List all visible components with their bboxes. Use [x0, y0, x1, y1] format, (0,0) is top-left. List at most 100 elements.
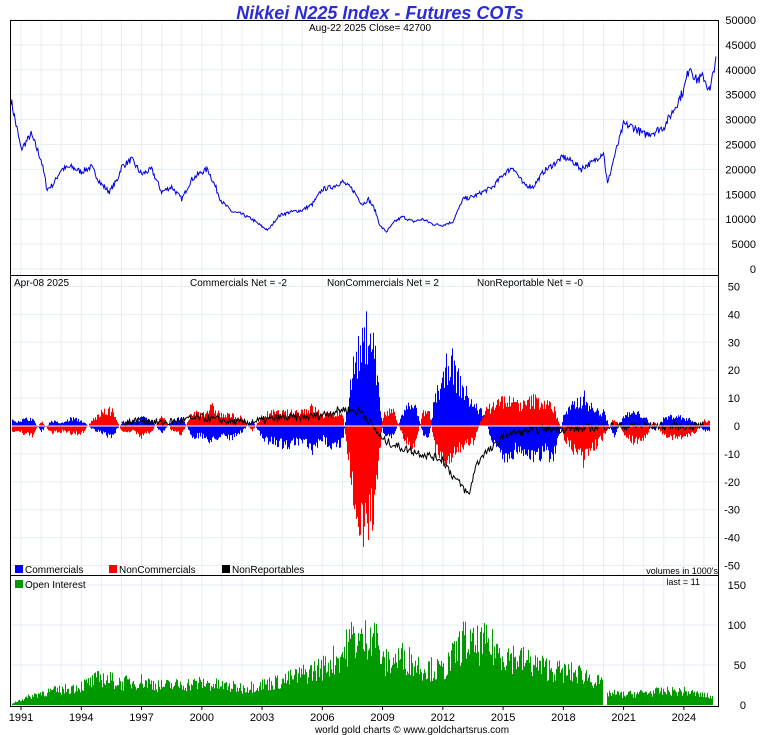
commercials-bar	[454, 360, 455, 426]
noncommercials-bar	[21, 426, 22, 431]
noncommercials-bar	[259, 421, 260, 426]
commercials-bar	[568, 407, 569, 426]
open-interest-bar	[640, 689, 641, 705]
open-interest-bar	[416, 672, 417, 705]
noncommercials-bar	[173, 426, 174, 432]
noncommercials-bar	[146, 426, 147, 434]
commercials-bar	[440, 388, 441, 426]
open-interest-bar	[254, 692, 255, 705]
noncommercials-bar	[81, 426, 82, 433]
open-interest-bar	[138, 687, 139, 705]
open-interest-bar	[704, 692, 705, 705]
commercials-bar	[597, 408, 598, 426]
open-interest-bar	[530, 656, 531, 705]
noncommercials-bar	[185, 426, 186, 428]
commercials-bar	[282, 426, 283, 450]
open-interest-bar	[607, 692, 608, 705]
commercials-bar	[391, 426, 392, 439]
open-interest-bar	[142, 683, 143, 705]
open-interest-bar	[561, 669, 562, 705]
noncommercials-bar	[181, 426, 182, 436]
open-interest-bar	[258, 691, 259, 705]
open-interest-bar	[306, 672, 307, 705]
open-interest-bar	[56, 691, 57, 705]
commercials-bar	[595, 412, 596, 426]
commercials-bar	[254, 424, 255, 426]
noncommercials-bar	[637, 426, 638, 445]
open-interest-bar	[94, 673, 95, 705]
open-interest-bar	[241, 690, 242, 705]
noncommercials-bar	[377, 426, 378, 480]
commercials-bar	[413, 408, 414, 426]
noncommercials-bar	[326, 412, 327, 426]
noncommercials-bar	[94, 419, 95, 426]
noncommercials-bar	[435, 426, 436, 458]
open-interest-bar	[328, 662, 329, 705]
noncommercials-bar	[427, 411, 428, 426]
commercials-bar	[70, 417, 71, 426]
noncommercials-bar	[136, 426, 137, 435]
open-interest-bar	[507, 652, 508, 705]
open-interest-bar	[362, 633, 363, 705]
open-interest-bar	[96, 677, 97, 705]
commercials-bar	[491, 426, 492, 441]
open-interest-bar	[344, 646, 345, 705]
open-interest-bar	[117, 685, 118, 705]
x-axis-tick-label: 2018	[551, 712, 575, 724]
open-interest-bar	[696, 692, 697, 705]
open-interest-bar	[446, 676, 447, 705]
open-interest-bar	[72, 685, 73, 705]
commercials-bar	[498, 426, 499, 448]
commercials-bar	[411, 404, 412, 426]
open-interest-bar	[598, 674, 599, 705]
commercials-bar	[393, 426, 394, 436]
noncommercials-bar	[456, 426, 457, 453]
noncommercials-bar	[465, 426, 466, 441]
commercials-bar	[197, 426, 198, 434]
open-interest-bar	[488, 638, 489, 705]
open-interest-bar	[586, 670, 587, 705]
noncommercials-bar	[281, 417, 282, 426]
commercials-bar	[41, 426, 42, 433]
open-interest-bar	[317, 665, 318, 705]
commercials-bar	[528, 426, 529, 450]
open-interest-bar	[269, 677, 270, 705]
open-interest-bar	[301, 668, 302, 705]
noncommercials-bar	[484, 414, 485, 426]
open-interest-bar	[81, 681, 82, 705]
commercials-bar	[689, 417, 690, 426]
open-interest-bar	[570, 680, 571, 705]
noncommercials-bar	[129, 426, 130, 433]
noncommercials-bar	[320, 416, 321, 426]
noncommercials-bar	[47, 426, 48, 429]
commercials-bar	[364, 327, 365, 426]
noncommercials-bar	[464, 426, 465, 445]
commercials-bar	[400, 418, 401, 426]
open-interest-bar	[460, 665, 461, 705]
open-interest-bar	[314, 661, 315, 705]
commercials-bar	[556, 426, 557, 446]
open-interest-bar	[419, 674, 420, 705]
noncommercials-bar	[305, 414, 306, 426]
open-interest-bar	[43, 691, 44, 705]
open-interest-bar	[80, 692, 81, 705]
commercials-bar	[361, 362, 362, 426]
commercials-bar	[555, 426, 556, 454]
open-interest-bar	[333, 645, 334, 705]
open-interest-bar	[123, 690, 124, 705]
noncommercials-bar	[121, 426, 122, 431]
open-interest-bar	[68, 688, 69, 705]
noncommercials-bar	[68, 426, 69, 432]
noncommercials-bar	[451, 426, 452, 463]
open-interest-bar	[578, 666, 579, 705]
noncommercials-bar	[71, 426, 72, 436]
open-interest-bar	[521, 647, 522, 705]
commercials-bar	[423, 426, 424, 436]
open-interest-bar	[282, 678, 283, 705]
commercials-bar	[415, 404, 416, 426]
commercials-bar	[369, 344, 370, 426]
noncommercials-bar	[51, 426, 52, 432]
commercials-bar	[626, 415, 627, 426]
noncommercials-bar	[138, 426, 139, 434]
